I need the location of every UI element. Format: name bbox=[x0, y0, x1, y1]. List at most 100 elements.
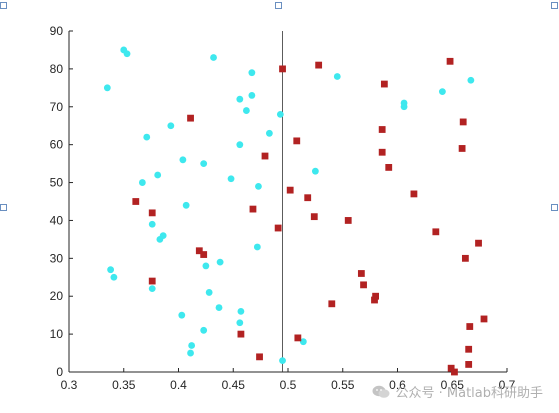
data-point-circle bbox=[248, 69, 256, 77]
data-point-square bbox=[475, 239, 482, 247]
data-point-circle bbox=[103, 84, 111, 92]
data-point-circle bbox=[123, 50, 131, 58]
resize-handle-middle-right[interactable] bbox=[551, 204, 558, 211]
data-point-circle bbox=[311, 167, 319, 175]
data-point-circle bbox=[179, 156, 187, 164]
y-tick-label: 20 bbox=[50, 289, 64, 303]
data-point-circle bbox=[188, 342, 196, 349]
data-point-square bbox=[357, 270, 365, 277]
data-point-circle bbox=[438, 88, 446, 96]
data-point-circle bbox=[467, 76, 475, 84]
data-point-square bbox=[458, 145, 466, 152]
data-point-circle bbox=[167, 122, 175, 130]
x-tick-label: 0.7 bbox=[499, 378, 516, 392]
x-tick-label: 0.5 bbox=[280, 378, 297, 392]
data-point-circle bbox=[236, 319, 244, 327]
data-point-square bbox=[480, 315, 488, 323]
data-point-circle bbox=[265, 129, 273, 137]
data-point-square bbox=[378, 148, 386, 156]
data-point-circle bbox=[200, 326, 208, 334]
data-point-circle bbox=[182, 201, 190, 209]
data-point-square bbox=[294, 334, 302, 342]
data-point-square bbox=[432, 228, 440, 236]
data-point-circle bbox=[237, 307, 245, 315]
data-point-square bbox=[378, 126, 386, 133]
data-point-circle bbox=[138, 179, 146, 186]
data-point-square bbox=[304, 194, 312, 202]
resize-handle-top-right[interactable] bbox=[551, 2, 558, 9]
data-point-square bbox=[446, 57, 454, 65]
data-point-square bbox=[315, 61, 323, 69]
data-point-square bbox=[385, 164, 393, 171]
data-point-square bbox=[447, 364, 455, 372]
data-point-square bbox=[372, 292, 379, 300]
x-tick-label: 0.6 bbox=[389, 378, 406, 392]
data-point-circle bbox=[210, 54, 217, 61]
data-point-square bbox=[148, 209, 156, 217]
data-point-square bbox=[410, 190, 418, 198]
data-point-square bbox=[360, 281, 367, 289]
data-point-circle bbox=[276, 110, 284, 118]
data-point-square bbox=[132, 198, 140, 205]
data-point-circle bbox=[143, 133, 151, 141]
y-tick-label: 0 bbox=[56, 365, 63, 379]
data-point-square bbox=[328, 300, 336, 308]
data-point-circle bbox=[248, 92, 256, 99]
y-tick-label: 80 bbox=[50, 62, 64, 76]
data-point-circle bbox=[148, 220, 156, 228]
data-point-square bbox=[465, 345, 473, 353]
wechat-icon bbox=[372, 385, 390, 398]
data-point-circle bbox=[202, 262, 210, 270]
x-tick-label: 0.3 bbox=[61, 378, 78, 392]
data-point-circle bbox=[299, 338, 307, 346]
data-point-square bbox=[461, 254, 469, 262]
data-point-circle bbox=[200, 160, 208, 168]
data-point-square bbox=[237, 330, 245, 338]
resize-handle-top-left[interactable] bbox=[0, 2, 7, 9]
data-point-circle bbox=[255, 182, 262, 190]
data-point-circle bbox=[242, 107, 250, 114]
data-point-square bbox=[148, 277, 156, 285]
data-point-circle bbox=[236, 141, 244, 149]
x-tick-label: 0.35 bbox=[112, 378, 136, 392]
data-point-circle bbox=[333, 73, 341, 80]
data-point-square bbox=[249, 205, 257, 213]
data-point-circle bbox=[279, 357, 286, 365]
data-point-circle bbox=[178, 311, 186, 319]
data-point-square bbox=[459, 118, 467, 126]
watermark-text: 公众号 · Matlab科研助手 bbox=[395, 386, 543, 401]
data-point-square bbox=[293, 137, 301, 145]
y-tick-label: 60 bbox=[50, 138, 64, 152]
data-point-square bbox=[380, 80, 388, 88]
data-point-square bbox=[261, 152, 269, 160]
y-tick-label: 90 bbox=[50, 24, 64, 38]
data-point-circle bbox=[227, 175, 235, 183]
x-tick-label: 0.4 bbox=[170, 378, 187, 392]
plot-area: 0.3 0.35 0.4 0.45 0.5 0.55 0.6 0.65 0.7 0 10 20 30 40… bbox=[50, 24, 516, 392]
y-tick-label: 70 bbox=[50, 100, 64, 114]
data-point-square bbox=[465, 361, 473, 368]
data-point-square bbox=[195, 247, 203, 255]
y-tick-label: 30 bbox=[50, 251, 64, 265]
data-point-circle bbox=[253, 243, 261, 251]
data-point-circle bbox=[148, 285, 156, 293]
data-point-circle bbox=[215, 304, 223, 311]
data-point-square bbox=[466, 323, 474, 330]
data-point-square bbox=[274, 224, 282, 232]
resize-handle-top-center[interactable] bbox=[275, 2, 282, 9]
data-point-circle bbox=[156, 235, 164, 243]
x-tick-label: 0.45 bbox=[222, 378, 246, 392]
data-point-circle bbox=[216, 258, 224, 266]
data-point-circle bbox=[205, 289, 213, 296]
resize-handle-middle-left[interactable] bbox=[0, 204, 7, 211]
watermark: 公众号 · Matlab科研助手 bbox=[372, 382, 543, 401]
data-point-square bbox=[310, 213, 318, 221]
data-point-square bbox=[187, 114, 194, 122]
data-point-square bbox=[344, 217, 352, 224]
data-point-circle bbox=[107, 266, 115, 274]
data-point-circle bbox=[400, 103, 408, 111]
y-tick-label: 40 bbox=[50, 213, 64, 227]
data-point-circle bbox=[110, 273, 118, 281]
data-point-circle bbox=[236, 95, 244, 103]
